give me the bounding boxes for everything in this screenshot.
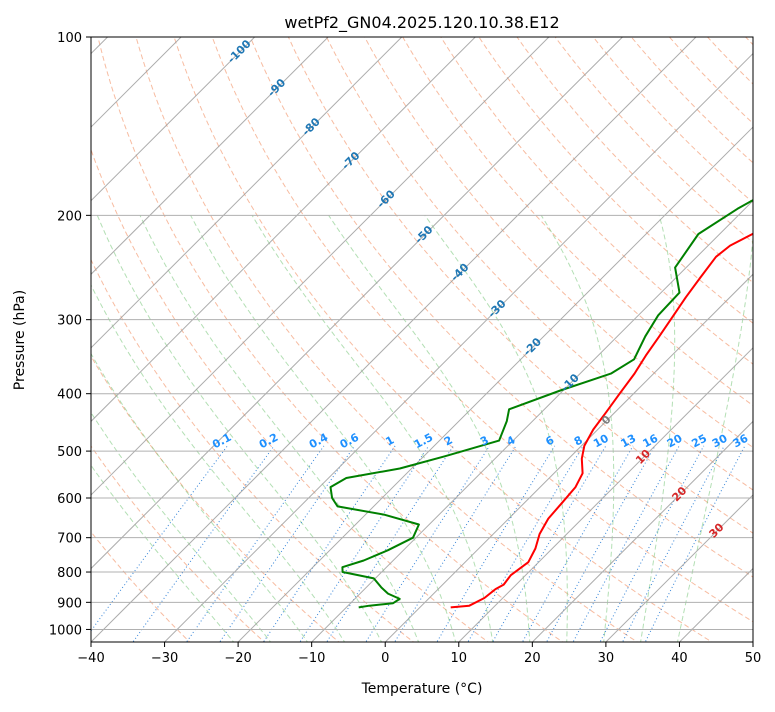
y-tick-label: 900 <box>57 596 82 611</box>
y-tick-label: 500 <box>57 445 82 460</box>
x-tick-label: 20 <box>524 651 541 666</box>
x-tick-label: −10 <box>298 651 325 666</box>
x-tick-label: −30 <box>151 651 178 666</box>
y-tick-label: 1000 <box>49 623 82 638</box>
x-tick-label: −20 <box>224 651 251 666</box>
y-axis-label: Pressure (hPa) <box>12 290 28 390</box>
y-tick-label: 200 <box>57 209 82 224</box>
y-tick-label: 700 <box>57 532 82 547</box>
y-tick-label: 400 <box>57 388 82 403</box>
chart-title: wetPf2_GN04.2025.120.10.38.E12 <box>284 13 559 33</box>
x-tick-label: −40 <box>77 651 104 666</box>
y-tick-label: 600 <box>57 492 82 507</box>
y-tick-label: 100 <box>57 31 82 46</box>
y-tick-label: 800 <box>57 566 82 581</box>
x-tick-label: 40 <box>671 651 688 666</box>
x-axis-label: Temperature (°C) <box>361 681 483 697</box>
x-tick-label: 30 <box>598 651 615 666</box>
x-tick-label: 10 <box>451 651 468 666</box>
y-tick-label: 300 <box>57 314 82 329</box>
x-tick-label: 0 <box>381 651 389 666</box>
x-tick-label: 50 <box>745 651 762 666</box>
